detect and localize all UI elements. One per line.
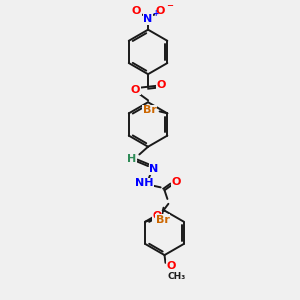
Text: O: O: [167, 261, 176, 271]
Text: O: O: [152, 212, 161, 221]
Text: O: O: [171, 177, 181, 187]
Text: Br: Br: [143, 106, 157, 116]
Text: O: O: [131, 85, 140, 95]
Text: NH: NH: [135, 178, 153, 188]
Text: N: N: [149, 164, 158, 174]
Text: +: +: [152, 9, 158, 18]
Text: −: −: [167, 2, 173, 10]
Text: O: O: [132, 6, 141, 16]
Text: N: N: [143, 14, 153, 24]
Text: H: H: [127, 154, 136, 164]
Text: Br: Br: [156, 215, 170, 225]
Text: O: O: [156, 6, 165, 16]
Text: CH₃: CH₃: [168, 272, 186, 281]
Text: O: O: [157, 80, 166, 90]
